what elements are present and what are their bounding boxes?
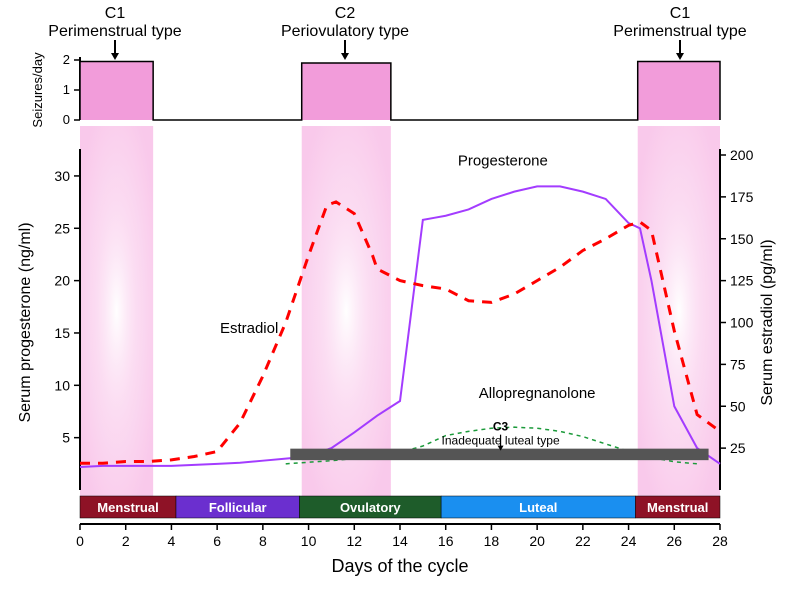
x-tick: 4 xyxy=(168,533,176,549)
seizure-type-label: Perimenstrual type xyxy=(613,23,746,40)
arrow-down-icon xyxy=(676,53,684,60)
x-tick: 16 xyxy=(438,533,454,549)
x-tick: 6 xyxy=(213,533,221,549)
y2-tick: 75 xyxy=(730,356,746,372)
c3-bar xyxy=(290,449,708,461)
seizure-type-label: Periovulatory type xyxy=(281,23,409,40)
seizure-outline xyxy=(80,62,720,121)
seizure-type-label: Perimenstrual type xyxy=(48,23,181,40)
y1-tick: 25 xyxy=(54,220,70,236)
y1-axis-label: Serum progesterone (ng/ml) xyxy=(17,222,34,422)
x-tick: 0 xyxy=(76,533,84,549)
y2-tick: 100 xyxy=(730,315,754,331)
seizure-type-label: C2 xyxy=(335,5,356,22)
x-tick: 12 xyxy=(346,533,362,549)
y1-tick: 15 xyxy=(54,325,70,341)
phase-label: Follicular xyxy=(209,500,267,515)
y1-tick: 5 xyxy=(62,430,70,446)
seizure-bar xyxy=(302,63,391,120)
seizure-type-label: C1 xyxy=(105,5,126,22)
y1-tick: 20 xyxy=(54,273,70,289)
y1-tick: 10 xyxy=(54,377,70,393)
y2-tick: 50 xyxy=(730,398,746,414)
y2-tick: 25 xyxy=(730,440,746,456)
x-tick: 8 xyxy=(259,533,267,549)
x-tick: 22 xyxy=(575,533,591,549)
x-axis-label: Days of the cycle xyxy=(331,556,468,576)
y2-tick: 150 xyxy=(730,231,754,247)
highlight-band xyxy=(638,126,720,496)
series-line xyxy=(80,186,720,467)
phase-label: Luteal xyxy=(519,500,557,515)
x-tick: 2 xyxy=(122,533,130,549)
x-tick: 28 xyxy=(712,533,728,549)
series-line xyxy=(80,202,720,463)
x-tick: 26 xyxy=(666,533,682,549)
arrow-down-icon xyxy=(111,53,119,60)
x-tick: 18 xyxy=(484,533,500,549)
highlight-band xyxy=(80,126,153,496)
x-tick: 14 xyxy=(392,533,408,549)
figure-root: Seizures/day012C1Perimenstrual typeC2Per… xyxy=(0,0,787,603)
seizure-y-label: Seizures/day xyxy=(30,52,45,128)
series-label: Progesterone xyxy=(458,152,548,169)
arrow-down-icon xyxy=(341,53,349,60)
phase-label: Menstrual xyxy=(647,500,708,515)
c3-label-top: C3 xyxy=(493,420,509,434)
series-label: Estradiol xyxy=(220,320,278,337)
seizure-y-tick: 0 xyxy=(63,112,70,127)
phase-label: Menstrual xyxy=(97,500,158,515)
x-tick: 24 xyxy=(621,533,637,549)
seizure-y-tick: 2 xyxy=(63,52,70,67)
x-tick: 10 xyxy=(301,533,317,549)
seizure-type-label: C1 xyxy=(670,5,691,22)
seizure-bar xyxy=(638,62,720,121)
highlight-band xyxy=(302,126,391,496)
y2-tick: 175 xyxy=(730,189,754,205)
seizure-y-tick: 1 xyxy=(63,82,70,97)
x-tick: 20 xyxy=(529,533,545,549)
y2-axis-label: Serum estradiol (pg/ml) xyxy=(759,239,776,405)
y2-tick: 125 xyxy=(730,273,754,289)
phase-label: Ovulatory xyxy=(340,500,401,515)
chart-svg: Seizures/day012C1Perimenstrual typeC2Per… xyxy=(0,0,787,603)
series-label: Allopregnanolone xyxy=(479,385,596,402)
y2-tick: 200 xyxy=(730,147,754,163)
y1-tick: 30 xyxy=(54,168,70,184)
seizure-bar xyxy=(80,62,153,121)
